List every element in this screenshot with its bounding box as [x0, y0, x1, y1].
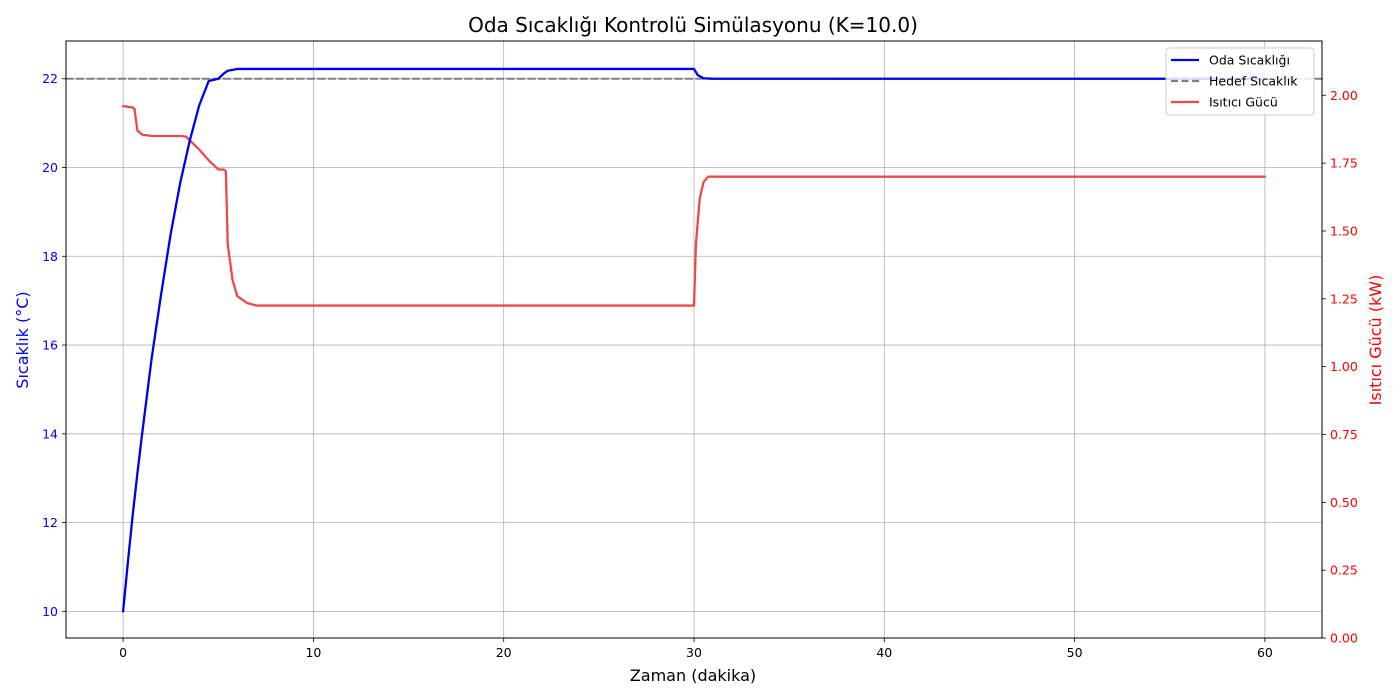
y-tick-label-right: 1.25 — [1330, 291, 1358, 306]
y-tick-label-left: 20 — [42, 160, 58, 175]
grid-lines — [66, 41, 1322, 638]
series-line-heater-power — [121, 104, 1267, 307]
x-axis-label: Zaman (dakika) — [630, 666, 756, 685]
y-tick-label-left: 22 — [42, 71, 58, 86]
y-tick-label-left: 12 — [42, 515, 58, 530]
y-tick-label-right: 1.00 — [1330, 359, 1358, 374]
y-tick-label-right: 0.50 — [1330, 495, 1358, 510]
y-tick-label-right: 0.00 — [1330, 631, 1358, 646]
legend-label: Hedef Sıcaklık — [1209, 74, 1298, 89]
y-tick-label-left: 10 — [42, 604, 58, 619]
chart-title: Oda Sıcaklığı Kontrolü Simülasyonu (K=10… — [468, 13, 918, 37]
plot-lines — [65, 67, 1323, 613]
legend-label: Oda Sıcaklığı — [1209, 53, 1290, 68]
y-tick-label-right: 1.75 — [1330, 156, 1358, 171]
x-axis: 0 10 20 30 40 50 60 — [119, 638, 1273, 660]
x-tick-label: 10 — [305, 645, 321, 660]
legend-box — [1165, 47, 1315, 116]
y-axis-label-right: Isıtıcı Gücü (kW) — [1366, 275, 1385, 406]
y-axis-left: 10 12 14 16 18 20 22 — [42, 71, 66, 619]
legend: Oda Sıcaklığı Hedef Sıcaklık Isıtıcı Gücü — [1165, 47, 1315, 116]
x-tick-label: 50 — [1067, 645, 1083, 660]
y-tick-label-left: 14 — [42, 426, 58, 441]
y-tick-label-left: 18 — [42, 249, 58, 264]
x-tick-label: 20 — [496, 645, 512, 660]
x-tick-label: 40 — [876, 645, 892, 660]
legend-label: Isıtıcı Gücü — [1209, 95, 1278, 110]
x-tick-label: 30 — [686, 645, 702, 660]
y-axis-right: 0.00 0.25 0.50 0.75 1.00 1.25 1.50 1.75 2.00 — [1322, 88, 1358, 646]
x-tick-label: 0 — [119, 645, 127, 660]
y-tick-label-right: 0.75 — [1330, 427, 1358, 442]
y-tick-label-right: 2.00 — [1330, 88, 1358, 103]
y-tick-label-right: 0.25 — [1330, 563, 1358, 578]
x-tick-label: 60 — [1257, 645, 1273, 660]
y-tick-label-right: 1.50 — [1330, 223, 1358, 238]
y-tick-label-left: 16 — [42, 338, 58, 353]
series-line-room-temperature — [121, 67, 1267, 613]
y-axis-label-left: Sıcaklık (°C) — [13, 291, 32, 388]
